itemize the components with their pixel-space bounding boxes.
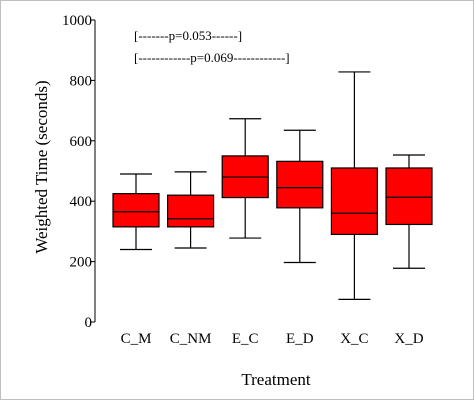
- y-tick-label: 200: [70, 255, 93, 271]
- x-tick-label: E_D: [286, 331, 314, 347]
- annotation-p053: [-------p=0.053------]: [134, 28, 242, 43]
- interquartile-box: [385, 167, 433, 226]
- box-series: [112, 71, 433, 300]
- interquartile-box: [167, 194, 215, 228]
- interquartile-box: [112, 193, 160, 228]
- box-c-m: [112, 173, 160, 251]
- axes: 0 200 400 600 800 1000 C_M C_NM E_C E_D X_C X_D: [62, 13, 424, 347]
- x-tick-label: C_NM: [170, 331, 212, 347]
- box-x-c: [330, 71, 378, 300]
- x-tick-label: X_D: [394, 331, 423, 347]
- x-tick-label: E_C: [232, 331, 259, 347]
- box-e-d: [276, 129, 324, 264]
- x-tick-label: X_C: [340, 331, 368, 347]
- x-tick-label: C_M: [121, 331, 152, 347]
- x-axis-label: Treatment: [241, 370, 311, 389]
- box-c-nm: [167, 171, 215, 249]
- y-tick-label: 0: [85, 315, 93, 331]
- y-axis-label: Weighted Time (seconds): [32, 80, 51, 253]
- y-tick-label: 800: [70, 73, 93, 89]
- interquartile-box: [330, 167, 378, 236]
- interquartile-box: [276, 160, 324, 209]
- annotation-p069: [------------p=0.069------------]: [134, 50, 290, 65]
- box-x-d: [385, 154, 433, 269]
- y-tick-label: 600: [70, 134, 93, 150]
- annotations: [-------p=0.053------] [------------p=0.…: [134, 28, 290, 65]
- y-tick-label: 400: [70, 194, 93, 210]
- box-e-c: [221, 118, 269, 239]
- y-tick-label: 1000: [62, 13, 92, 29]
